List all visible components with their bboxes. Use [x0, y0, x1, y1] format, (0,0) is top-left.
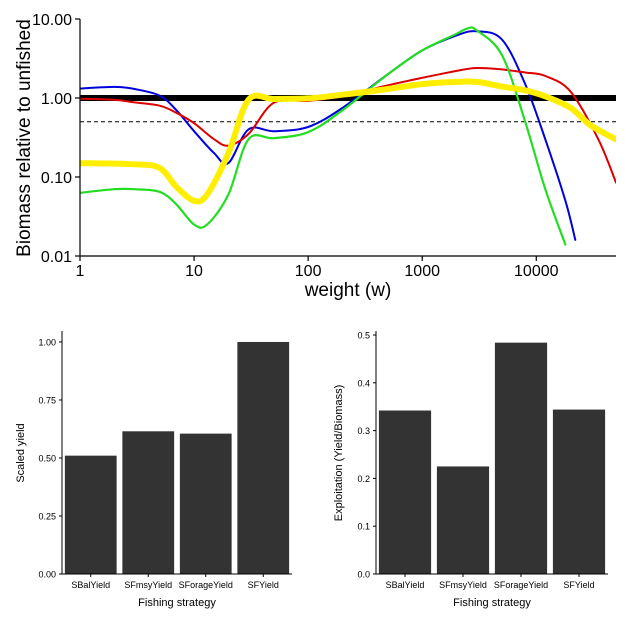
scaled-yield-bar-sfmsyyield [122, 431, 175, 574]
exploitation-y-axis-label: Exploitation (Yield/Biomass) [333, 385, 345, 522]
exploitation-bar-sbalyield [378, 410, 432, 574]
biomass-x-axis-label: weight (w) [304, 280, 392, 301]
x-tick-label: 10 [185, 263, 203, 280]
biomass-panel: 0.01 0.10 1.00 10.00 1 10 100 1000 10000 weight … [14, 12, 616, 301]
scaled-yield-x-tick-label: SBalYield [71, 580, 110, 590]
exploitation-x-tick-label: SBalYield [386, 580, 425, 590]
x-tick-label: 1000 [404, 263, 440, 280]
y-tick-label: 0.01 [41, 249, 72, 266]
scaled-yield-y-axis-label: Scaled yield [15, 423, 27, 482]
exploitation-y-tick-label: 0.0 [357, 570, 370, 580]
exploitation-y-tick-label: 0.3 [357, 426, 370, 436]
exploitation-x-tick-label: SFmsyYield [439, 580, 487, 590]
x-tick-label: 10000 [514, 263, 559, 280]
scaled-yield-y-tick-label: 1.00 [38, 337, 56, 347]
scaled-yield-bar-sfyield [237, 341, 290, 574]
y-tick-label: 0.10 [41, 170, 72, 187]
y-tick-label: 1.00 [41, 91, 72, 108]
biomass-axes: 0.01 0.10 1.00 10.00 1 10 100 1000 10000 [32, 12, 616, 280]
yellow-series-line [80, 78, 616, 205]
exploitation-panel: 0.0 0.1 0.2 0.3 0.4 0.5 SBalYield SFmsyYield SFo… [333, 331, 608, 609]
scaled-yield-y-tick-label: 0.75 [38, 395, 56, 405]
exploitation-x-tick-label: SFYield [563, 580, 594, 590]
green-series-line [80, 26, 567, 246]
scaled-yield-y-tick-label: 0.50 [38, 453, 56, 463]
scaled-yield-x-tick-label: SFmsyYield [124, 580, 172, 590]
exploitation-bar-sfyield [552, 409, 606, 574]
biomass-series-layer [80, 26, 616, 246]
scaled-yield-y-tick-label: 0.25 [38, 511, 56, 521]
y-tick-label: 10.00 [32, 12, 72, 29]
scaled-yield-y-tick-label: 0.00 [38, 570, 56, 580]
exploitation-axes: 0.0 0.1 0.2 0.3 0.4 0.5 SBalYield SFmsyYield SFo… [357, 331, 608, 590]
scaled-yield-bar-sforageyield [179, 433, 232, 574]
exploitation-x-tick-label: SForageYield [494, 580, 548, 590]
exploitation-y-tick-label: 0.5 [357, 331, 370, 341]
exploitation-y-tick-label: 0.2 [357, 474, 370, 484]
x-tick-label: 100 [295, 263, 322, 280]
biomass-y-axis-label: Biomass relative to unfished [14, 19, 35, 257]
scaled-yield-bars [64, 341, 290, 574]
scaled-yield-bar-sbalyield [64, 455, 117, 574]
scaled-yield-x-tick-label: SFYield [248, 580, 279, 590]
x-tick-label: 1 [76, 263, 85, 280]
exploitation-x-axis-label: Fishing strategy [453, 597, 531, 609]
scaled-yield-x-tick-label: SForageYield [179, 580, 233, 590]
blue-series-line [80, 30, 577, 241]
scaled-yield-axes: 0.00 0.25 0.50 0.75 1.00 SBalYield SFmsyYield S… [38, 331, 292, 590]
exploitation-bar-sforageyield [494, 342, 548, 574]
exploitation-bars [378, 342, 606, 574]
scaled-yield-panel: 0.00 0.25 0.50 0.75 1.00 SBalYield SFmsyYield S… [15, 331, 292, 609]
scaled-yield-x-axis-label: Fishing strategy [138, 597, 216, 609]
exploitation-y-tick-label: 0.4 [357, 378, 370, 388]
exploitation-bar-sfmsyyield [436, 466, 490, 574]
exploitation-y-tick-label: 0.1 [357, 522, 370, 532]
